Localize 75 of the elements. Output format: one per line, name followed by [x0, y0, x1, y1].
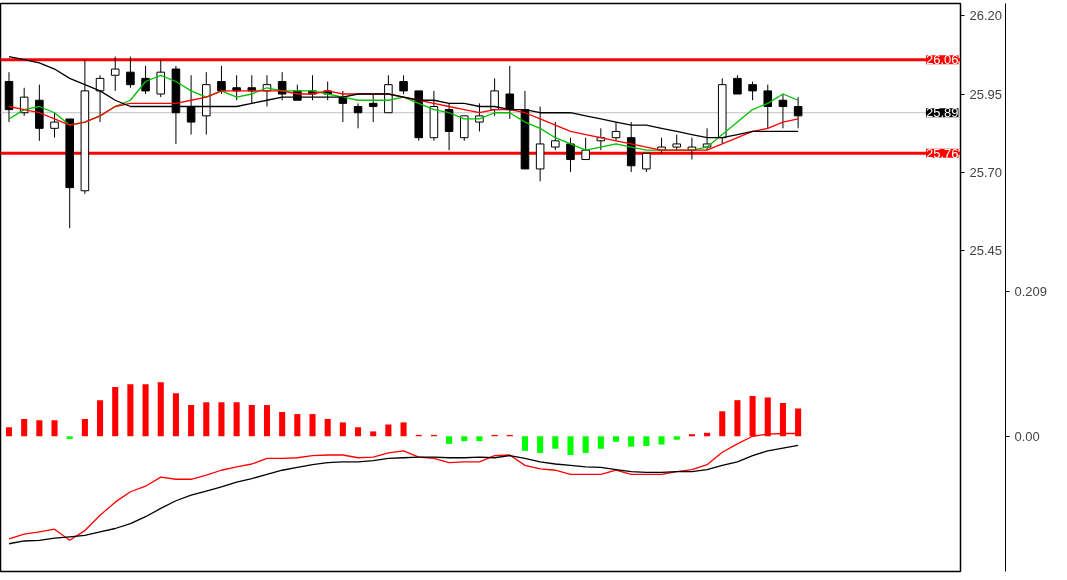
bar [400, 422, 407, 437]
y-tick-label: 26.20 [969, 8, 1003, 24]
candlestick [126, 56, 135, 89]
bar [188, 405, 195, 437]
bar [658, 436, 665, 445]
bar [203, 402, 210, 437]
bar [355, 427, 362, 437]
bar [142, 384, 149, 437]
candlestick [778, 93, 788, 129]
candlestick [642, 152, 651, 173]
bar [279, 411, 286, 437]
y2-tick-label: 0.00 [1014, 428, 1040, 444]
bar [81, 418, 88, 437]
bar [567, 436, 574, 455]
bar [370, 431, 377, 437]
candlestick [551, 121, 560, 151]
bar [582, 436, 589, 453]
candlestick [763, 84, 773, 129]
bar [97, 400, 104, 437]
bar [309, 414, 316, 437]
candlestick [733, 74, 742, 95]
candlestick [95, 74, 105, 123]
candlestick [110, 56, 120, 92]
candlestick [793, 96, 803, 129]
bar [643, 436, 650, 446]
y2-tick-label: 0.209 [1014, 283, 1048, 299]
candlestick [581, 137, 590, 161]
bar [51, 420, 58, 437]
bar [233, 402, 240, 437]
bar [339, 422, 346, 437]
candlestick [156, 59, 166, 98]
bar [537, 436, 544, 453]
candlestick [505, 65, 515, 120]
y-tick-label: 25.95 [969, 86, 1003, 102]
bar [521, 436, 528, 451]
candlestick [368, 93, 378, 123]
ref-line-label: 25.89 [925, 105, 959, 121]
bar [673, 436, 680, 440]
bar [157, 382, 164, 437]
bar [172, 393, 179, 437]
bar [476, 436, 483, 442]
candlestick [748, 81, 757, 101]
bar [36, 420, 43, 437]
bar [385, 424, 392, 437]
ref-line-label: 26.06 [925, 52, 959, 68]
bar [5, 427, 13, 437]
candlestick [459, 115, 469, 142]
bar [263, 405, 271, 437]
bar [127, 384, 134, 437]
ref-line-label: 25.76 [925, 145, 959, 161]
bar [612, 436, 620, 442]
candlestick [50, 112, 59, 139]
bar [461, 436, 468, 442]
bar [597, 436, 604, 449]
bar [324, 418, 331, 437]
candlestick [217, 65, 226, 95]
candlestick [353, 102, 363, 129]
candlestick [399, 74, 408, 95]
candlestick [490, 77, 499, 117]
bar [719, 411, 726, 437]
bar [688, 434, 695, 437]
bar [21, 418, 28, 437]
bar [628, 436, 635, 447]
bar [218, 402, 225, 437]
bar [66, 436, 73, 440]
bar [294, 414, 301, 437]
bar [446, 436, 453, 444]
bar [552, 436, 559, 449]
bar [734, 400, 741, 437]
candlestick [566, 137, 575, 173]
bar [112, 387, 119, 437]
y-tick-label: 25.70 [969, 164, 1003, 180]
bar [248, 405, 255, 437]
candlestick [186, 74, 196, 136]
y-tick-label: 25.45 [969, 242, 1003, 258]
